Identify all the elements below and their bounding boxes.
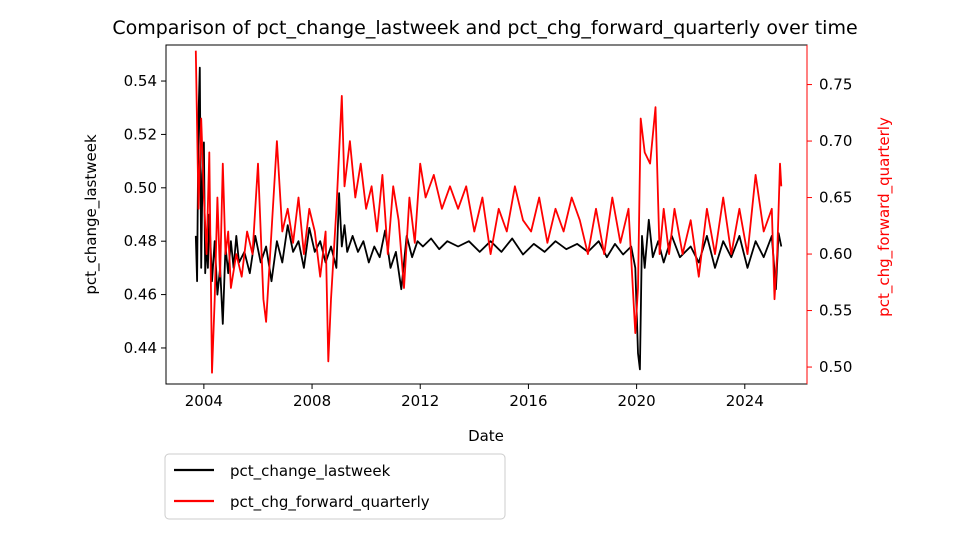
y-right-tick-label: 0.55 xyxy=(819,302,852,320)
legend: pct_change_lastweek pct_chg_forward_quar… xyxy=(164,453,506,520)
y-left-tick-label: 0.52 xyxy=(124,125,157,143)
y-right-tick-label: 0.75 xyxy=(819,76,852,94)
y-axis-right: 0.50 0.55 0.60 0.65 0.70 0.75 xyxy=(806,45,852,384)
y-left-tick-label: 0.44 xyxy=(124,339,157,357)
x-tick-label: 2020 xyxy=(618,392,656,410)
legend-label-pct-change-lastweek: pct_change_lastweek xyxy=(230,462,391,481)
series-layer xyxy=(194,50,783,374)
plot-area xyxy=(165,44,808,385)
x-tick-label: 2016 xyxy=(509,392,547,410)
x-axis: 2004 2008 2012 2016 2020 2024 xyxy=(185,384,764,410)
plot-frame xyxy=(165,44,808,385)
x-tick-label: 2004 xyxy=(185,392,223,410)
y-right-tick-label: 0.60 xyxy=(819,245,852,263)
x-axis-title: Date xyxy=(468,427,504,445)
y-left-tick-label: 0.48 xyxy=(124,232,157,250)
chart-title: Comparison of pct_change_lastweek and pc… xyxy=(112,17,857,39)
x-tick-label: 2012 xyxy=(401,392,439,410)
x-tick-label: 2024 xyxy=(726,392,764,410)
y-axis-right-title: pct_chg_forward_quarterly xyxy=(875,117,894,317)
y-axis-left: 0.44 0.46 0.48 0.50 0.52 0.54 xyxy=(124,72,166,357)
y-left-tick-label: 0.46 xyxy=(124,286,157,304)
y-right-tick-label: 0.65 xyxy=(819,189,852,207)
y-right-tick-label: 0.70 xyxy=(819,132,852,150)
y-axis-left-title: pct_change_lastweek xyxy=(82,134,101,295)
y-left-tick-label: 0.54 xyxy=(124,72,157,90)
series-line-pct-change-lastweek xyxy=(194,66,783,371)
legend-frame xyxy=(164,453,506,520)
x-tick-label: 2008 xyxy=(293,392,331,410)
legend-label-pct-chg-forward-quarterly: pct_chg_forward_quarterly xyxy=(230,493,430,512)
y-left-tick-label: 0.50 xyxy=(124,179,157,197)
y-right-tick-label: 0.50 xyxy=(819,358,852,376)
series-line-pct-chg-forward-quarterly xyxy=(194,50,783,374)
